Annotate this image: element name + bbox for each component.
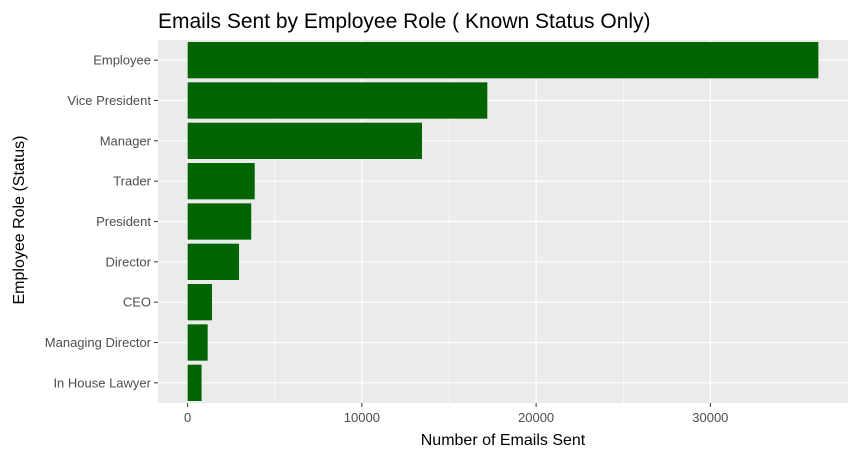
x-axis-ticks: 0 10000 20000 30000 <box>184 403 728 425</box>
y-tick-label: Managing Director <box>45 335 152 350</box>
y-tick-label: Trader <box>113 174 151 189</box>
x-tick-label: 0 <box>184 410 191 425</box>
x-tick-label: 20000 <box>518 410 554 425</box>
y-tick-label: Employee <box>93 53 151 68</box>
y-tick-label: President <box>96 214 151 229</box>
bar <box>187 42 819 79</box>
bar <box>187 364 202 401</box>
chart-title: Emails Sent by Employee Role ( Known Sta… <box>158 10 651 33</box>
bar <box>187 203 252 240</box>
x-axis-title: Number of Emails Sent <box>421 432 586 449</box>
y-tick-label: In House Lawyer <box>53 375 151 390</box>
y-axis-title: Employee Role (Status) <box>11 136 28 305</box>
x-tick-label: 10000 <box>344 410 380 425</box>
y-tick-label: Director <box>105 254 151 269</box>
bar <box>187 284 213 321</box>
y-tick-label: Manager <box>100 133 152 148</box>
bar <box>187 82 488 119</box>
bar <box>187 163 255 200</box>
bars <box>187 42 819 401</box>
bar <box>187 243 240 280</box>
bar <box>187 122 422 159</box>
y-axis-ticks: Employee Vice President Manager Trader Presi… <box>45 53 158 390</box>
y-tick-label: Vice President <box>67 93 151 108</box>
bar <box>187 324 208 361</box>
y-tick-label: CEO <box>123 295 151 310</box>
x-tick-label: 30000 <box>692 410 728 425</box>
